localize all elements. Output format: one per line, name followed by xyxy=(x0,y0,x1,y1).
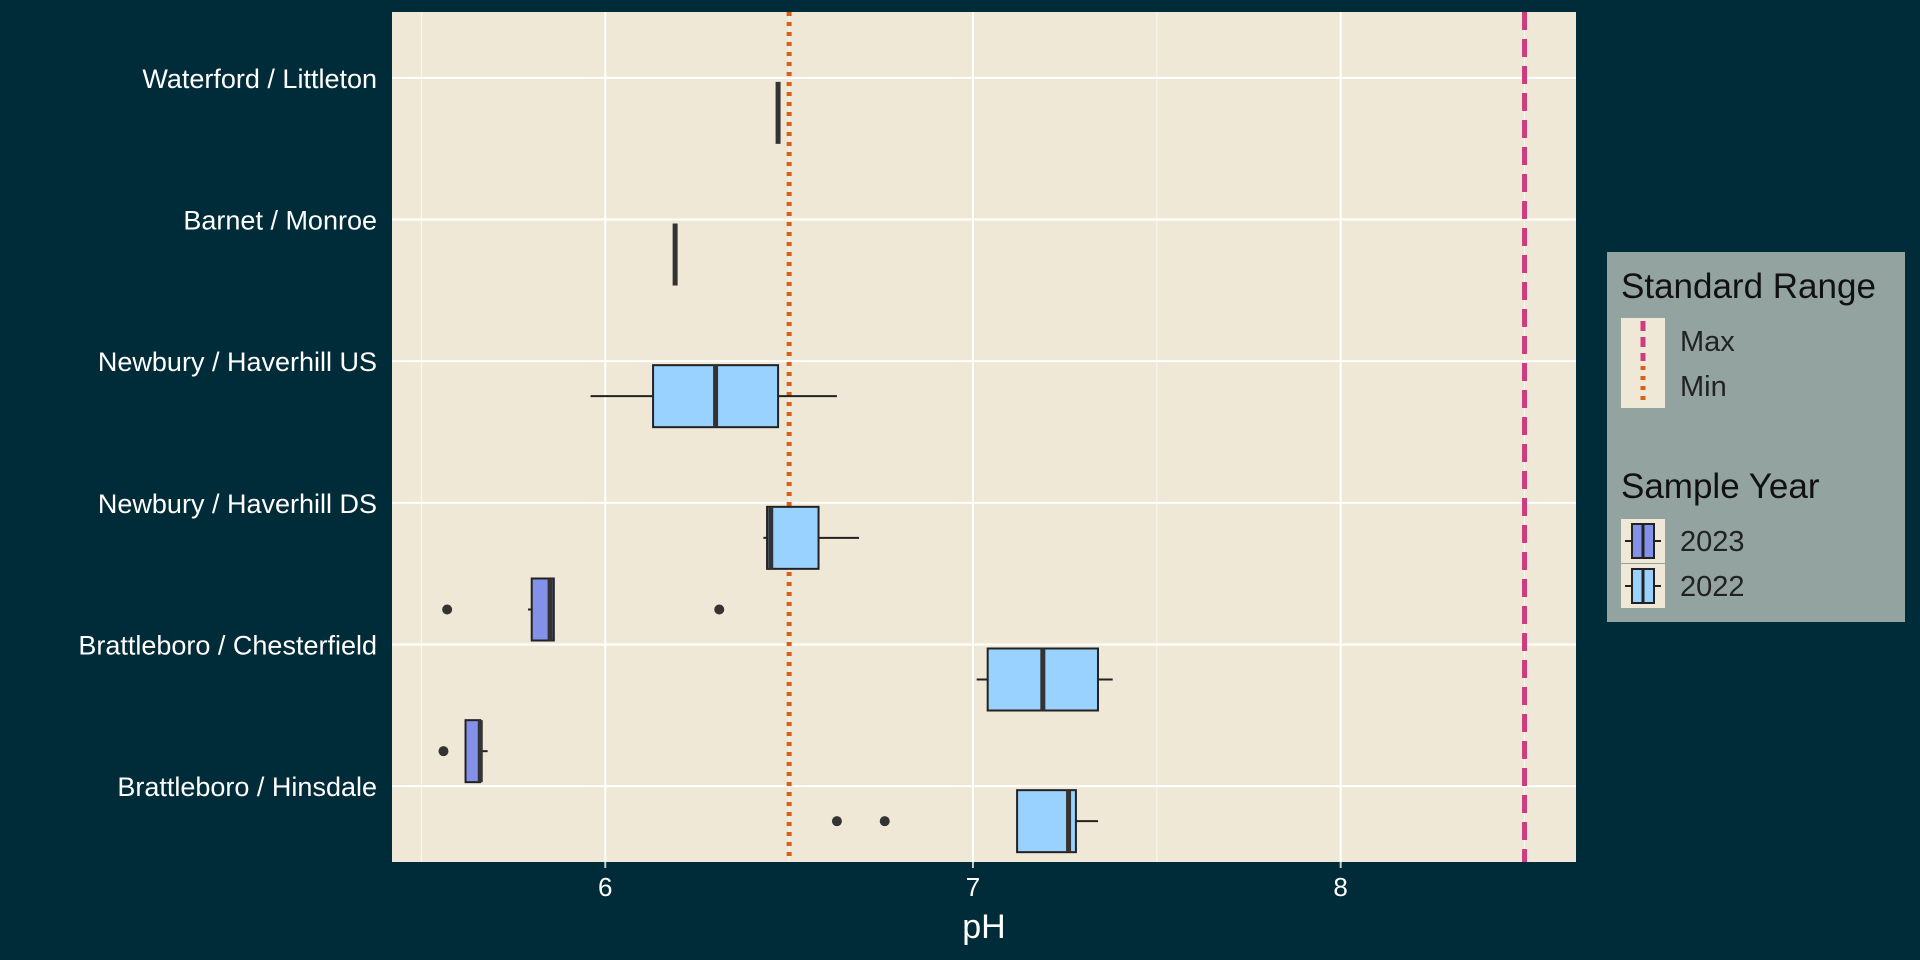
x-tick-label: 8 xyxy=(1333,872,1347,902)
category-label: Brattleboro / Chesterfield xyxy=(78,631,377,661)
x-axis-title: pH xyxy=(962,908,1005,946)
legend-title-standard-range: Standard Range xyxy=(1621,267,1876,306)
category-label: Waterford / Littleton xyxy=(142,64,377,94)
iqr-box xyxy=(766,505,820,570)
outlier-point xyxy=(831,816,842,827)
box-2022-2 xyxy=(590,364,837,429)
plot-panel xyxy=(392,12,1576,862)
legend-label-2022: 2022 xyxy=(1680,571,1745,603)
box-2023-5 xyxy=(438,719,488,784)
outlier-point xyxy=(442,604,453,615)
legend-label-2023: 2023 xyxy=(1680,526,1745,558)
box-2022-5 xyxy=(831,789,1098,854)
outlier-point xyxy=(714,604,725,615)
x-tick-label: 7 xyxy=(966,872,980,902)
outlier-point xyxy=(879,816,890,827)
box-2022-4 xyxy=(976,647,1113,712)
legend-title-sample-year: Sample Year xyxy=(1621,467,1820,506)
x-tick-label: 6 xyxy=(598,872,612,902)
legend-label-min: Min xyxy=(1680,371,1727,403)
box-2022-3 xyxy=(763,505,859,570)
category-label: Newbury / Haverhill DS xyxy=(98,489,377,519)
box-2023-4 xyxy=(442,577,725,642)
category-label: Brattleboro / Hinsdale xyxy=(117,772,377,802)
legend-key-standard-range xyxy=(1621,318,1665,408)
category-label: Barnet / Monroe xyxy=(183,206,377,236)
legend-label-max: Max xyxy=(1680,326,1735,358)
category-label: Newbury / Haverhill US xyxy=(98,347,377,377)
outlier-point xyxy=(438,746,449,757)
